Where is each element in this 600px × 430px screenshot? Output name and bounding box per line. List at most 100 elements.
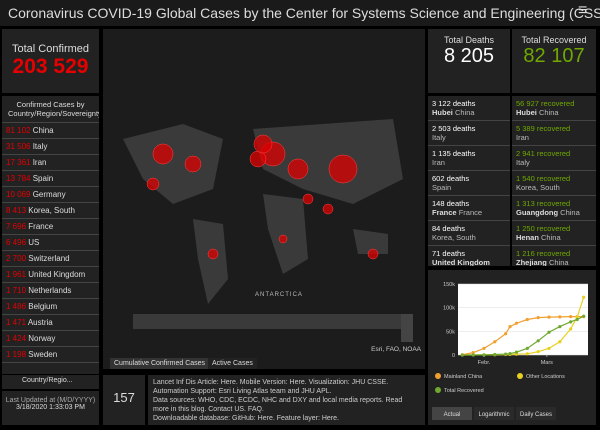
country: China (454, 108, 475, 117)
point (525, 352, 529, 356)
point (471, 351, 475, 355)
land (123, 119, 403, 329)
count: 71 deaths (432, 249, 465, 258)
country-row: 17 361 Iran (2, 155, 99, 171)
country: Korea, South (516, 183, 560, 192)
map-tab[interactable]: Active Cases (208, 358, 257, 369)
count: 7 696 (6, 222, 27, 231)
point (582, 295, 586, 299)
country: Switzerland (28, 254, 70, 263)
point (525, 317, 529, 322)
header: Coronavirus COVID-19 Global Cases by the… (0, 0, 600, 26)
info: Lancet Inf Dis Article: Here. Mobile Ver… (148, 375, 425, 425)
updated: Last Updated at (M/D/YYYY) 3/18/2020 1:3… (2, 391, 99, 425)
country-row: 2 700 Switzerland (2, 251, 99, 267)
point (536, 350, 540, 354)
map[interactable]: ANTARCTICA Esri, FAO, NOAA (103, 29, 425, 369)
recovered-row: 56 927 recovered Hubei China (512, 96, 596, 121)
region: United Kingdom (432, 258, 490, 266)
recovered-row: 2 941 recovered Italy (512, 146, 596, 171)
country: Netherlands (28, 286, 72, 295)
country-row: 7 696 France (2, 219, 99, 235)
legend-label: Mainland China (444, 374, 483, 380)
country: United Kingdom (28, 270, 86, 279)
label: Total Deaths (443, 35, 495, 45)
count: 5 389 recovered (516, 124, 571, 133)
country: Korea, South (28, 206, 75, 215)
chart-tab[interactable] (474, 407, 514, 420)
case-circles (146, 134, 379, 260)
point (575, 315, 579, 319)
country: Iran (432, 158, 445, 167)
chart: 0 50k 100k 150k Febr. Mars Mainland China Other… (432, 282, 588, 420)
zoom[interactable] (401, 314, 413, 342)
country: Italy (432, 133, 446, 142)
plot-bg (458, 284, 588, 355)
region: Hubei (432, 108, 453, 117)
deaths-row: 2 503 deaths Italy (428, 121, 510, 146)
point (482, 353, 486, 357)
updated-time: 3/18/2020 1:33:03 PM (16, 404, 85, 411)
count: 1 486 (6, 302, 27, 311)
label: Total Confirmed (11, 43, 90, 55)
deaths-row: 148 deaths France France (428, 196, 510, 221)
info-line: Data sources: WHO, CDC, ECDC, NHC and DX… (153, 397, 403, 404)
country-row: 13 784 Spain (2, 171, 99, 187)
legend-swatch (517, 373, 523, 379)
menu[interactable]: ≡ (578, 2, 588, 19)
region: Guangdong (516, 208, 559, 217)
country: France (28, 222, 54, 231)
value: 203 529 (12, 55, 89, 78)
point (569, 315, 573, 319)
point (569, 320, 573, 324)
point (460, 353, 464, 357)
country: Austria (27, 318, 53, 327)
country: Sweden (28, 350, 58, 359)
recovered-list: 56 927 recovered Hubei China 5 389 recover… (512, 96, 596, 266)
info-line: Downloadable database: GitHub: Here. Fea… (153, 415, 339, 422)
updated-label: Last Updated at (M/D/YYYY) (5, 397, 96, 404)
country-row: 10 069 Germany (2, 187, 99, 203)
point (471, 353, 475, 357)
count: 1 471 (6, 318, 27, 327)
value: 8 205 (443, 45, 495, 67)
country: Germany (32, 190, 66, 199)
region: Hubei (516, 108, 537, 117)
point (508, 325, 512, 329)
point (536, 316, 540, 320)
x-tick-label: Febr. (478, 360, 491, 366)
country: Spain (432, 183, 452, 192)
selector-text: Country/Regio... (22, 377, 73, 384)
count: 31 506 (6, 142, 31, 151)
country-row: 1 710 Netherlands (2, 283, 99, 299)
value: 82 107 (523, 45, 585, 67)
selector[interactable]: Country/Regio... (2, 375, 99, 389)
point (536, 339, 540, 343)
chart-tab[interactable] (432, 407, 472, 420)
country: China (541, 233, 561, 242)
map-tab[interactable]: Cumulative Confirmed Cases (110, 358, 210, 369)
deaths-list: 3 122 deaths Hubei China 2 503 deaths Italy… (428, 96, 510, 266)
count: 13 784 (6, 174, 31, 183)
country-row: 8 413 Korea, South (2, 203, 99, 219)
country-row: 1 424 Norway (2, 331, 99, 347)
count: 2 941 recovered (516, 149, 571, 158)
region-label: ANTARCTICA (255, 292, 303, 298)
point (547, 315, 551, 319)
count: 1 961 (6, 270, 27, 279)
country: Korea, South (432, 233, 476, 242)
info-line: Automation Support: Esri Living Atlas te… (153, 388, 332, 395)
count: 1 424 (6, 334, 27, 343)
y-tick-label: 50k (446, 329, 455, 335)
point (514, 321, 519, 325)
recovered-row: 5 389 recovered Iran (512, 121, 596, 146)
country-list: Confirmed Cases by Country/Region/Sovere… (2, 96, 99, 374)
region: Henan (516, 233, 539, 242)
country: China (32, 126, 54, 135)
country-row: 6 496 US (2, 235, 99, 251)
deaths-row: 3 122 deaths Hubei China (428, 96, 510, 121)
attribution: Esri, FAO, NOAA (371, 346, 422, 353)
chart-tab[interactable] (516, 407, 556, 420)
recovered-row: 1 250 recovered Henan China (512, 221, 596, 246)
